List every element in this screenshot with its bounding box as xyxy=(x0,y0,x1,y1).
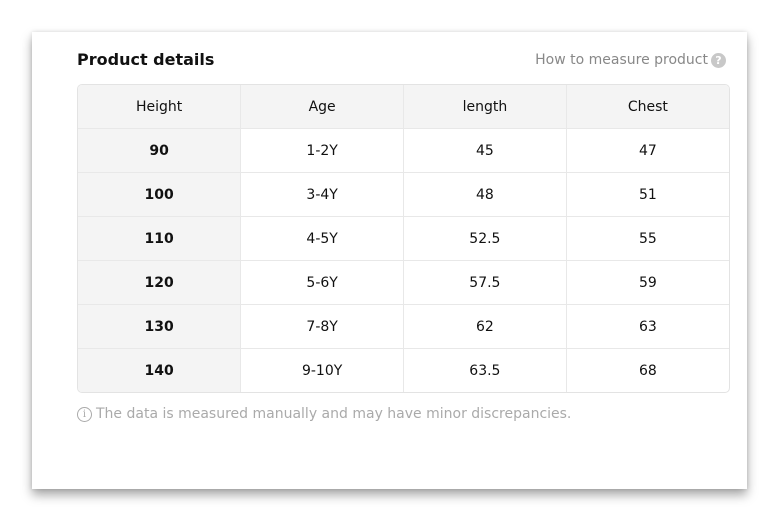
table-cell: 55 xyxy=(566,216,729,261)
table-cell: 62 xyxy=(403,304,567,349)
table-cell: 9-10Y xyxy=(240,348,404,392)
table-row: 130 7-8Y 62 63 xyxy=(78,304,729,349)
table-cell: 7-8Y xyxy=(240,304,404,349)
table-cell: 63.5 xyxy=(403,348,567,392)
table-cell: 140 xyxy=(78,348,242,392)
section-title: Product details xyxy=(77,50,215,69)
column-header-age: Age xyxy=(240,85,404,129)
table-cell: 4-5Y xyxy=(240,216,404,261)
table-cell: 51 xyxy=(566,172,729,217)
question-circle-icon: ? xyxy=(711,52,726,68)
how-to-measure-link[interactable]: How to measure product ? xyxy=(535,52,726,68)
measurement-note: i The data is measured manually and may … xyxy=(77,406,571,422)
column-header-height: Height xyxy=(78,85,242,129)
table-row: 140 9-10Y 63.5 68 xyxy=(78,348,729,392)
table-cell: 59 xyxy=(566,260,729,305)
note-text: The data is measured manually and may ha… xyxy=(96,406,572,422)
table-cell: 110 xyxy=(78,216,242,261)
column-header-chest: Chest xyxy=(566,85,729,129)
table-cell: 47 xyxy=(566,128,729,173)
table-cell: 5-6Y xyxy=(240,260,404,305)
column-header-length: length xyxy=(403,85,567,129)
how-to-measure-label: How to measure product xyxy=(535,52,708,68)
table-cell: 52.5 xyxy=(403,216,567,261)
table-cell: 100 xyxy=(78,172,242,217)
table-cell: 63 xyxy=(566,304,729,349)
table-cell: 130 xyxy=(78,304,242,349)
table-cell: 45 xyxy=(403,128,567,173)
table-cell: 1-2Y xyxy=(240,128,404,173)
size-table: Height Age length Chest 90 1-2Y 45 47 100 3-4Y 48… xyxy=(77,84,730,393)
table-cell: 90 xyxy=(78,128,242,173)
table-row: 90 1-2Y 45 47 xyxy=(78,128,729,173)
table-row: 120 5-6Y 57.5 59 xyxy=(78,260,729,305)
product-details-card: Product details How to measure product ?… xyxy=(32,32,747,489)
table-row: 110 4-5Y 52.5 55 xyxy=(78,216,729,261)
table-cell: 48 xyxy=(403,172,567,217)
table-row: 100 3-4Y 48 51 xyxy=(78,172,729,217)
table-cell: 120 xyxy=(78,260,242,305)
table-cell: 3-4Y xyxy=(240,172,404,217)
info-circle-icon: i xyxy=(77,406,92,422)
table-cell: 68 xyxy=(638,362,657,379)
table-cell: 57.5 xyxy=(403,260,567,305)
